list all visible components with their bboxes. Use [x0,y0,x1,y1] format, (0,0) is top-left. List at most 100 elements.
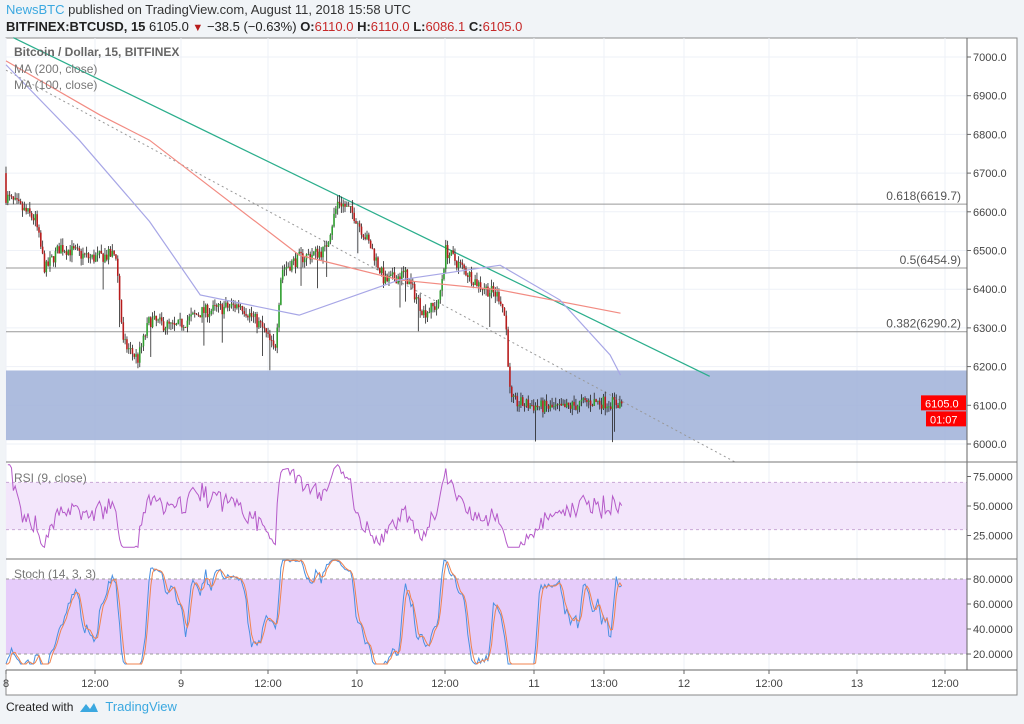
candle [62,245,64,252]
created-with: Created with [6,699,74,714]
candle [602,396,605,409]
candle [131,348,134,354]
candle [379,267,381,273]
candle [608,406,610,408]
candle [542,400,544,413]
candle [252,316,255,318]
candle [237,304,240,308]
candle [116,258,119,276]
candle [366,234,368,240]
trendlines [5,37,736,463]
support-zone [6,370,967,441]
tradingview-link[interactable]: TradingView [105,699,177,714]
y-tick-label: 6300.0 [973,323,1007,335]
candle [432,302,434,307]
candle [38,227,40,233]
candle [324,245,326,247]
fib-label: 0.382(6290.2) [886,317,961,331]
dotted-trendline [5,69,736,463]
candle [236,304,238,309]
candle [192,312,194,315]
candle [353,212,355,221]
candle [182,327,185,328]
axes: 8 12:00 9 12:00 10 12:00 11 13:00 12 12:00 13 12:00… [3,38,1017,690]
candle [481,289,484,291]
candle [14,198,16,200]
candle [309,253,311,260]
candle [296,253,299,268]
candle [510,386,513,398]
candle [369,240,372,249]
candle [203,307,205,314]
candle [421,310,423,316]
candle [441,278,443,291]
candle [127,348,130,350]
candle [263,326,266,329]
candle [545,400,548,406]
candle [122,322,125,340]
y-tick-label: 6600.0 [973,207,1007,219]
candle [357,223,359,225]
candle [620,401,623,404]
candle [575,405,577,410]
rsi-band [6,482,967,530]
candle [340,203,343,207]
candle [360,226,363,235]
candle [560,403,563,406]
candle [597,400,599,402]
candle [347,205,350,207]
candle [391,272,394,275]
fib-levels: 0.618(6619.7) 0.5(6454.9) 0.382(6290.2) [6,189,967,333]
legend-stoch: Stoch (14, 3, 3) [14,567,96,581]
countdown-badge [926,411,966,427]
candle [113,250,115,255]
candle [49,257,51,266]
candle [518,404,520,407]
x-tick-label: 9 [178,678,184,690]
candle [322,246,324,258]
candle [459,261,462,263]
candle [509,366,511,387]
stoch-d-line [6,559,623,665]
candle [335,208,337,214]
countdown-label: 01:07 [930,414,958,426]
candle [521,397,524,406]
candle [179,318,181,320]
candle [193,312,196,314]
candle [219,304,222,305]
candle [549,404,552,409]
stoch-pane: 20.0000 40.0000 60.0000 80.0000 [5,559,1013,665]
candle [234,304,236,309]
candle [87,253,90,259]
candle [325,245,328,247]
candle [149,317,152,328]
candle [162,321,165,331]
candle [140,346,143,348]
candle [514,395,517,397]
symbol: BITFINEX:BTCUSD, 15 [6,19,146,34]
candle [261,322,264,327]
candle [426,312,429,318]
x-tick-label: 12:00 [254,678,282,690]
candle [212,305,214,311]
x-tick-label: 12 [678,678,690,690]
candle [67,249,70,255]
candle [465,268,467,276]
candle [173,323,176,325]
candle [556,404,559,406]
candle [346,205,348,207]
x-tick-label: 12:00 [755,678,783,690]
candle [609,406,612,409]
candle [349,206,352,207]
candle [578,401,581,407]
publisher-link[interactable]: NewsBTC [6,2,65,17]
candle [565,402,568,408]
rsi-line [7,463,623,549]
candle [377,257,379,268]
x-tick-label: 13:00 [590,678,618,690]
candle [135,354,137,357]
grid [5,38,967,670]
candle [406,269,409,285]
candle [107,248,110,260]
